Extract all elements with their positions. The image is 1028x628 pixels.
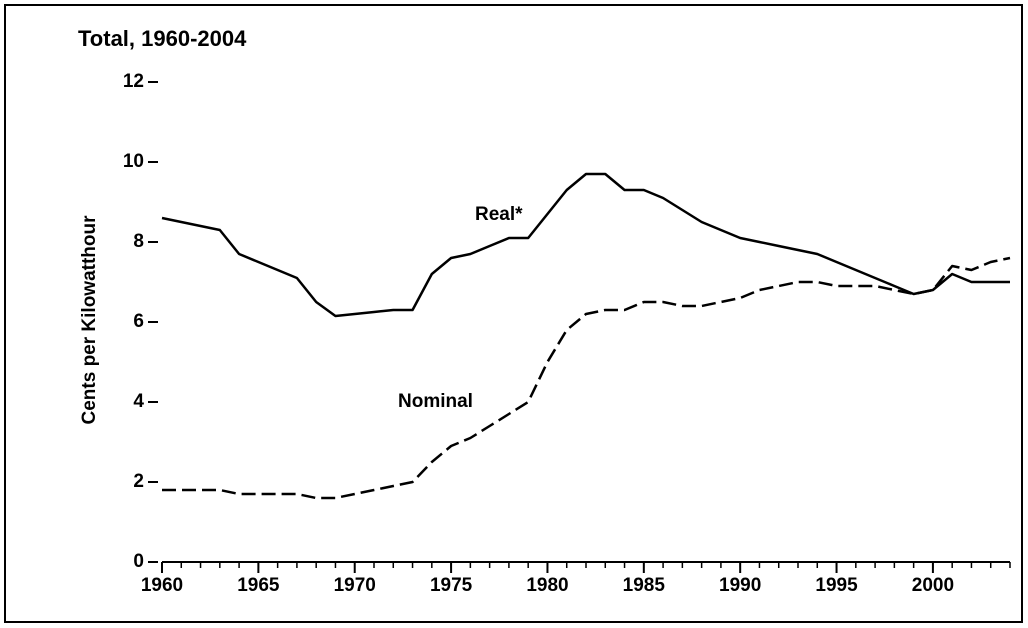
- x-tick-label: 1980: [526, 575, 568, 596]
- y-axis-label: Cents per Kilowatthour: [79, 215, 100, 425]
- x-tick-label: 1985: [623, 575, 666, 596]
- y-tick-label: 6: [133, 311, 144, 332]
- frame: [4, 4, 1023, 623]
- y-tick-label: 4: [133, 391, 144, 412]
- x-tick-label: 1970: [334, 575, 376, 596]
- chart-title: Total, 1960-2004: [78, 26, 247, 51]
- x-tick-label: 1995: [815, 575, 858, 596]
- y-tick-label: 10: [123, 151, 144, 172]
- y-tick-label: 12: [123, 71, 144, 92]
- y-tick-label: 2: [133, 471, 144, 492]
- series-line: [162, 256, 1011, 500]
- series-line: [161, 172, 1010, 318]
- x-tick-label: 1990: [719, 575, 761, 596]
- x-tick-label: 2000: [912, 575, 954, 596]
- y-tick-label: 0: [133, 551, 144, 572]
- annotation: Nominal: [398, 391, 473, 412]
- x-tick-label: 1960: [141, 575, 183, 596]
- y-tick-label: 8: [133, 231, 144, 252]
- x-tick-label: 1975: [430, 575, 473, 596]
- x-tick-label: 1965: [237, 575, 280, 596]
- annotation: Real*: [475, 204, 523, 225]
